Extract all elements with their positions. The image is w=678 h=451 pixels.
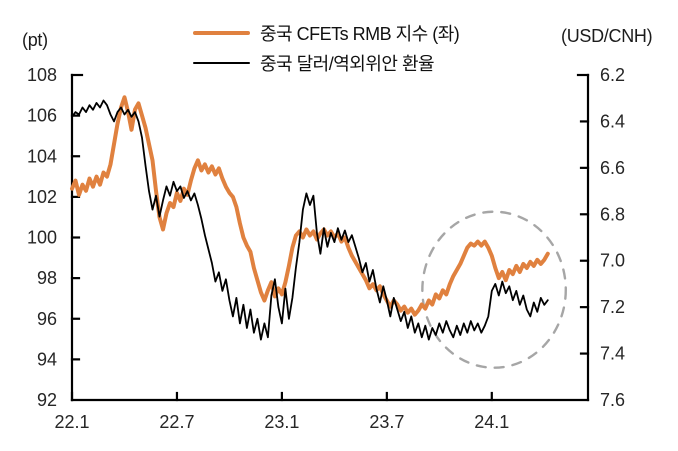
left-axis-unit: (pt) [22, 30, 48, 50]
y-right-tick-label: 6.4 [600, 111, 625, 131]
x-tick-label: 22.7 [159, 412, 194, 432]
x-tick-label: 23.7 [369, 412, 404, 432]
legend-label-cfets: 중국 CFETs RMB 지수 (좌) [260, 23, 460, 44]
y-left-tick-label: 108 [27, 65, 57, 85]
legend-line-swatch-black [193, 61, 250, 64]
right-axis-unit: (USD/CNH) [561, 26, 653, 46]
highlight-ellipse [421, 210, 567, 369]
y-left-tick-label: 98 [37, 268, 57, 288]
legend-label-usdcnh: 중국 달러/역외위안 환율 [260, 53, 435, 74]
series-cfets-rmb-index-line [70, 95, 550, 317]
y-right-tick-label: 7.0 [600, 251, 625, 271]
y-left-tick-label: 94 [37, 349, 57, 369]
y-left-tick-label: 106 [27, 106, 57, 126]
y-left-tick-label: 92 [37, 390, 57, 410]
legend-line-swatch-orange [193, 30, 250, 35]
y-right-tick-label: 7.6 [600, 390, 625, 410]
y-left-tick-label: 96 [37, 309, 57, 329]
x-tick-label: 22.1 [54, 412, 89, 432]
x-tick-label: 24.1 [474, 412, 509, 432]
y-left-tick-label: 100 [27, 228, 57, 248]
y-right-tick-label: 7.4 [600, 344, 625, 364]
y-left-tick-label: 102 [27, 187, 57, 207]
legend-item-usd-cnh-rate: 중국 달러/역외위안 환율 [193, 50, 459, 75]
y-right-tick-label: 6.8 [600, 204, 625, 224]
y-right-tick-label: 7.2 [600, 297, 625, 317]
y-left-tick-label: 104 [27, 146, 57, 166]
y-right-tick-label: 6.6 [600, 158, 625, 178]
x-tick-label: 23.1 [264, 412, 299, 432]
series-usd-cnh-rate-line [71, 99, 549, 341]
y-right-tick-label: 6.2 [600, 65, 625, 85]
legend: 중국 CFETs RMB 지수 (좌) 중국 달러/역외위안 환율 [193, 20, 460, 75]
legend-item-cfets-rmb-index: 중국 CFETs RMB 지수 (좌) [193, 20, 460, 45]
